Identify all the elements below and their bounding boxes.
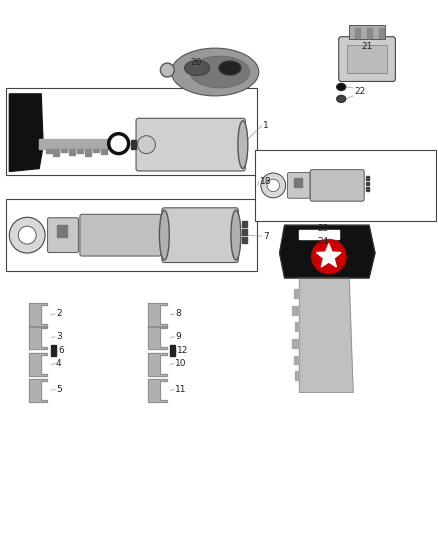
Polygon shape xyxy=(300,278,353,392)
FancyBboxPatch shape xyxy=(339,37,396,82)
Text: 3: 3 xyxy=(56,332,62,341)
Polygon shape xyxy=(29,326,47,350)
Polygon shape xyxy=(148,303,167,327)
Bar xyxy=(379,28,384,38)
Polygon shape xyxy=(39,139,111,149)
Polygon shape xyxy=(292,306,300,315)
Polygon shape xyxy=(29,303,47,327)
Circle shape xyxy=(109,134,129,154)
Bar xyxy=(355,28,360,38)
Circle shape xyxy=(261,173,286,198)
Text: 21: 21 xyxy=(361,42,372,51)
Polygon shape xyxy=(77,149,83,152)
Text: 18: 18 xyxy=(260,177,271,186)
Polygon shape xyxy=(366,187,369,191)
Polygon shape xyxy=(294,322,300,330)
Polygon shape xyxy=(170,345,175,356)
FancyBboxPatch shape xyxy=(80,214,161,256)
Bar xyxy=(347,45,387,73)
Polygon shape xyxy=(57,225,67,237)
Ellipse shape xyxy=(337,95,346,102)
Polygon shape xyxy=(292,338,300,348)
Bar xyxy=(7,199,257,271)
Text: 4: 4 xyxy=(56,359,62,368)
Polygon shape xyxy=(242,229,247,235)
Polygon shape xyxy=(53,149,59,156)
Circle shape xyxy=(160,63,174,77)
Polygon shape xyxy=(293,289,300,298)
Ellipse shape xyxy=(185,61,209,76)
Text: 1: 1 xyxy=(263,121,268,130)
Text: 2: 2 xyxy=(56,309,62,318)
Polygon shape xyxy=(61,149,67,151)
FancyBboxPatch shape xyxy=(48,218,78,253)
Bar xyxy=(7,88,257,175)
Polygon shape xyxy=(148,326,167,350)
FancyBboxPatch shape xyxy=(288,173,310,198)
Bar xyxy=(131,140,135,149)
Polygon shape xyxy=(279,225,375,278)
Circle shape xyxy=(9,217,45,253)
FancyBboxPatch shape xyxy=(162,208,238,263)
Text: 7: 7 xyxy=(263,232,268,241)
Text: 5: 5 xyxy=(56,385,62,394)
Polygon shape xyxy=(148,378,167,402)
Polygon shape xyxy=(293,356,300,365)
Text: 8: 8 xyxy=(175,309,181,318)
Bar xyxy=(367,28,372,38)
Polygon shape xyxy=(294,179,302,187)
Ellipse shape xyxy=(171,48,259,96)
Polygon shape xyxy=(9,94,43,172)
Polygon shape xyxy=(242,237,247,243)
Polygon shape xyxy=(101,149,107,154)
Ellipse shape xyxy=(219,61,241,75)
Ellipse shape xyxy=(231,211,241,260)
Ellipse shape xyxy=(159,211,170,260)
Text: 20: 20 xyxy=(190,58,201,67)
Ellipse shape xyxy=(238,121,248,168)
Circle shape xyxy=(311,239,346,274)
Polygon shape xyxy=(50,345,56,356)
Text: 22: 22 xyxy=(354,87,365,96)
Bar xyxy=(349,25,385,39)
Circle shape xyxy=(18,226,36,244)
Text: 12: 12 xyxy=(177,346,189,355)
Polygon shape xyxy=(366,176,369,180)
Text: 24: 24 xyxy=(318,237,328,246)
Polygon shape xyxy=(85,149,91,156)
Polygon shape xyxy=(46,149,52,152)
Polygon shape xyxy=(29,378,47,402)
Text: 9: 9 xyxy=(175,332,181,341)
FancyBboxPatch shape xyxy=(310,169,364,201)
Text: 23: 23 xyxy=(318,224,329,233)
Ellipse shape xyxy=(190,56,250,88)
Text: 10: 10 xyxy=(175,359,187,368)
Polygon shape xyxy=(29,353,47,376)
Circle shape xyxy=(138,136,155,154)
FancyBboxPatch shape xyxy=(136,118,245,171)
Bar xyxy=(300,230,339,239)
Polygon shape xyxy=(242,221,247,227)
Polygon shape xyxy=(93,149,99,151)
Text: 11: 11 xyxy=(175,385,187,394)
Polygon shape xyxy=(294,372,300,381)
Ellipse shape xyxy=(337,84,346,91)
Circle shape xyxy=(267,179,279,192)
Text: 6: 6 xyxy=(58,346,64,355)
Bar xyxy=(255,150,436,221)
Polygon shape xyxy=(148,353,167,376)
Polygon shape xyxy=(366,182,369,185)
Polygon shape xyxy=(317,244,341,267)
Polygon shape xyxy=(69,149,75,155)
